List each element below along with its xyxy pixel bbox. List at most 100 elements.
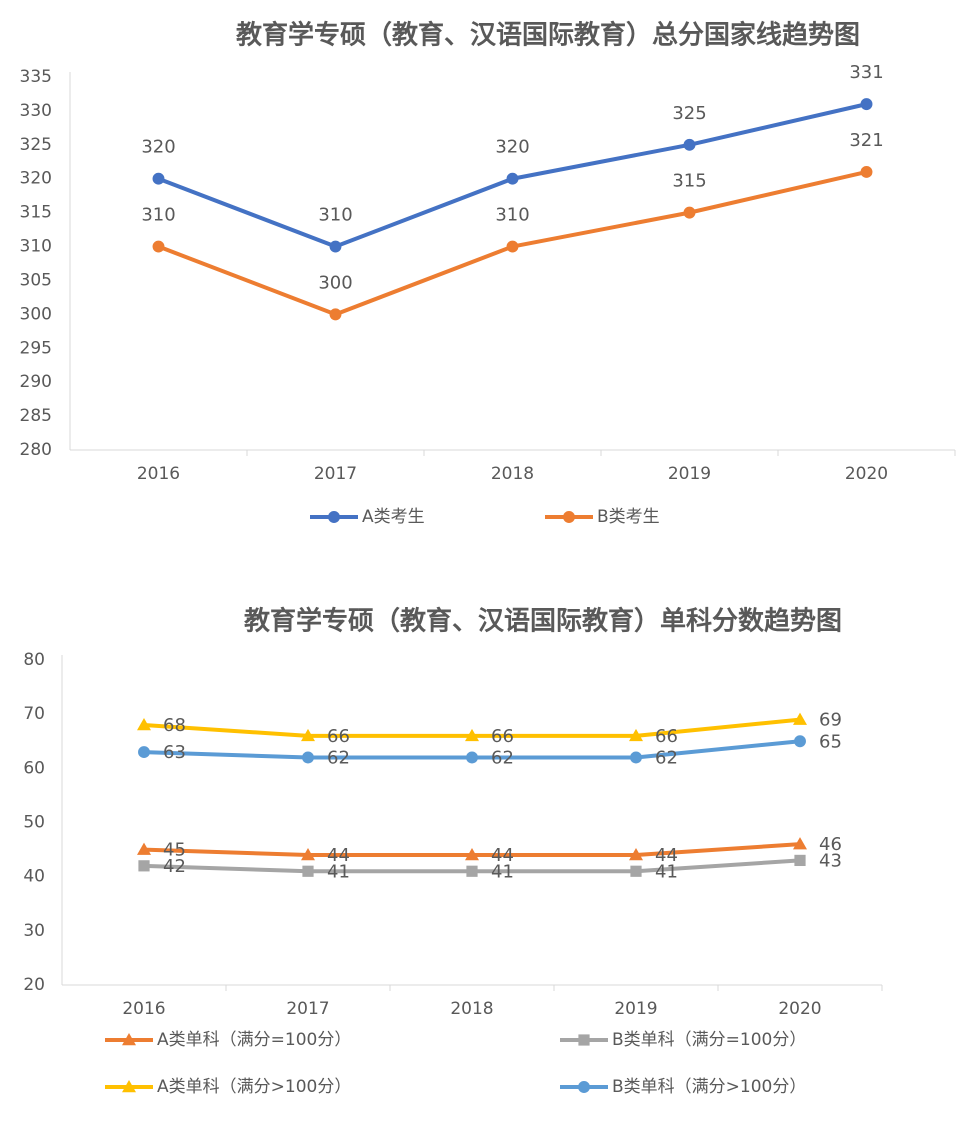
x-tick-label: 2019 [668,464,711,484]
legend-label: B类考生 [597,507,660,527]
y-tick-label: 320 [20,169,52,189]
y-tick-label: 70 [23,704,45,724]
marker [578,1081,590,1093]
data-label: 42 [163,856,186,877]
y-tick-label: 295 [20,338,52,358]
marker [122,1080,136,1093]
data-label: 45 [163,840,186,861]
marker [794,854,806,867]
x-tick-label: 2018 [491,464,534,484]
marker [793,837,807,850]
data-label: 300 [318,272,352,293]
chart-title: 教育学专硕（教育、汉语国际教育）单科分数趋势图 [244,606,842,637]
marker [860,98,873,111]
marker [465,728,479,742]
legend-label: B类单科（满分>100分） [612,1077,806,1097]
x-tick-label: 2016 [137,464,180,484]
chart-title: 教育学专硕（教育、汉语国际教育）总分国家线趋势图 [236,20,860,51]
data-label: 62 [491,748,514,769]
data-label: 321 [849,130,883,151]
x-tick-label: 2017 [286,999,329,1019]
data-label: 310 [495,205,529,226]
data-label: 310 [318,205,352,226]
data-label: 310 [141,205,175,226]
x-tick-label: 2019 [614,999,657,1019]
marker [122,1033,136,1046]
marker [506,172,519,185]
y-tick-label: 290 [20,372,52,392]
data-label: 315 [672,171,706,192]
x-tick-label: 2016 [122,999,165,1019]
marker [138,860,150,872]
data-label: 44 [327,845,350,866]
y-tick-label: 330 [20,101,52,121]
y-tick-label: 335 [20,67,52,87]
marker [506,240,519,253]
data-label: 44 [491,845,514,866]
marker [152,240,165,253]
x-tick-label: 2020 [845,464,888,484]
marker [465,848,479,861]
x-tick-label: 2017 [314,464,357,484]
data-label: 320 [495,137,529,158]
data-label: 46 [819,834,842,855]
legend-label: B类单科（满分=100分） [612,1030,806,1050]
y-tick-label: 315 [20,203,52,223]
data-label: 65 [819,731,842,752]
data-label: 41 [491,861,514,882]
marker [466,865,478,877]
y-tick-label: 280 [20,440,52,460]
data-label: 62 [327,748,350,769]
data-label: 69 [819,710,842,731]
y-tick-label: 50 [23,813,45,833]
y-tick-label: 285 [20,406,52,426]
marker [137,842,151,855]
data-label: 325 [672,103,706,124]
legend-label: A类单科（满分=100分） [157,1030,351,1050]
marker [630,865,642,877]
x-tick-label: 2020 [778,999,821,1019]
marker [301,848,315,861]
data-label: 44 [655,845,678,866]
data-label: 41 [327,861,350,882]
legend-label: A类单科（满分>100分） [157,1077,351,1097]
marker [860,165,873,178]
marker [302,865,314,877]
marker [301,728,315,742]
y-tick-label: 80 [23,650,45,670]
marker [629,728,643,742]
marker [138,746,150,759]
data-label: 66 [655,726,678,747]
marker [152,172,165,185]
data-label: 66 [327,726,350,747]
y-tick-label: 20 [23,975,45,995]
marker [683,138,696,151]
y-tick-label: 40 [23,867,45,887]
data-label: 43 [819,850,842,871]
y-tick-label: 30 [23,921,45,941]
marker [794,735,806,748]
data-label: 331 [849,62,883,83]
marker [630,751,642,764]
data-label: 41 [655,861,678,882]
y-tick-label: 300 [20,304,52,324]
legend-label: A类考生 [362,507,425,527]
marker [466,751,478,764]
marker [137,718,151,731]
marker [302,751,314,764]
marker [329,240,342,253]
data-label: 320 [141,137,175,158]
y-tick-label: 60 [23,758,45,778]
y-tick-label: 305 [20,270,52,290]
data-label: 68 [163,715,186,736]
x-tick-label: 2018 [450,999,493,1019]
marker [329,308,342,321]
marker [578,1034,590,1046]
marker [563,511,575,523]
marker [683,206,696,219]
marker [629,848,643,861]
y-tick-label: 310 [20,237,52,257]
marker [793,712,807,725]
data-label: 66 [491,726,514,747]
